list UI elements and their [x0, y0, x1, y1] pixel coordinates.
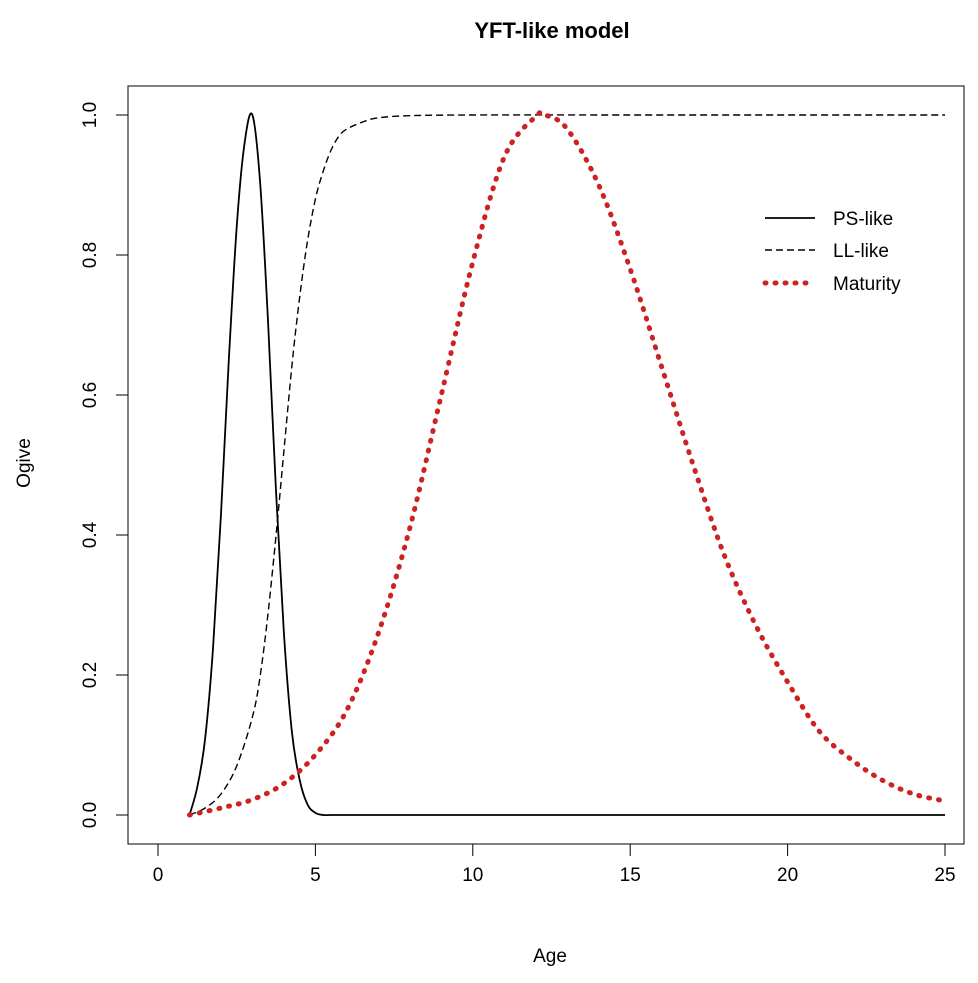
x-tick-label: 10: [462, 865, 483, 886]
y-tick-label: 0.8: [80, 242, 101, 268]
x-tick-label: 20: [777, 865, 798, 886]
x-axis-label: Age: [533, 946, 567, 967]
legend-label: LL-like: [833, 241, 889, 262]
y-axis-label: Ogive: [14, 438, 35, 488]
y-tick-label: 0.6: [80, 382, 101, 408]
y-tick-label: 0.4: [80, 521, 101, 548]
plot-frame: [127, 85, 965, 845]
x-tick-label: 25: [934, 865, 955, 886]
legend-label: Maturity: [833, 274, 901, 295]
series-line-ps-like: [188, 112, 945, 817]
x-tick-label: 15: [620, 865, 641, 886]
legend: PS-like LL-like Maturity: [762, 209, 901, 295]
series-line-maturity: [187, 109, 948, 818]
y-tick-label: 0.2: [80, 662, 101, 688]
x-tick-label: 5: [310, 865, 321, 886]
x-axis: 0 5 10 15 20 25: [153, 843, 956, 886]
x-tick-label: 0: [153, 865, 164, 886]
series-line-ll-like: [189, 114, 945, 816]
y-axis: 0.0 0.2 0.4 0.6 0.8 1.0: [80, 102, 129, 828]
series-layer: [187, 109, 948, 818]
legend-label: PS-like: [833, 209, 893, 230]
chart-title: YFT-like model: [474, 18, 629, 43]
y-tick-label: 0.0: [80, 802, 101, 828]
y-tick-label: 1.0: [80, 102, 101, 128]
